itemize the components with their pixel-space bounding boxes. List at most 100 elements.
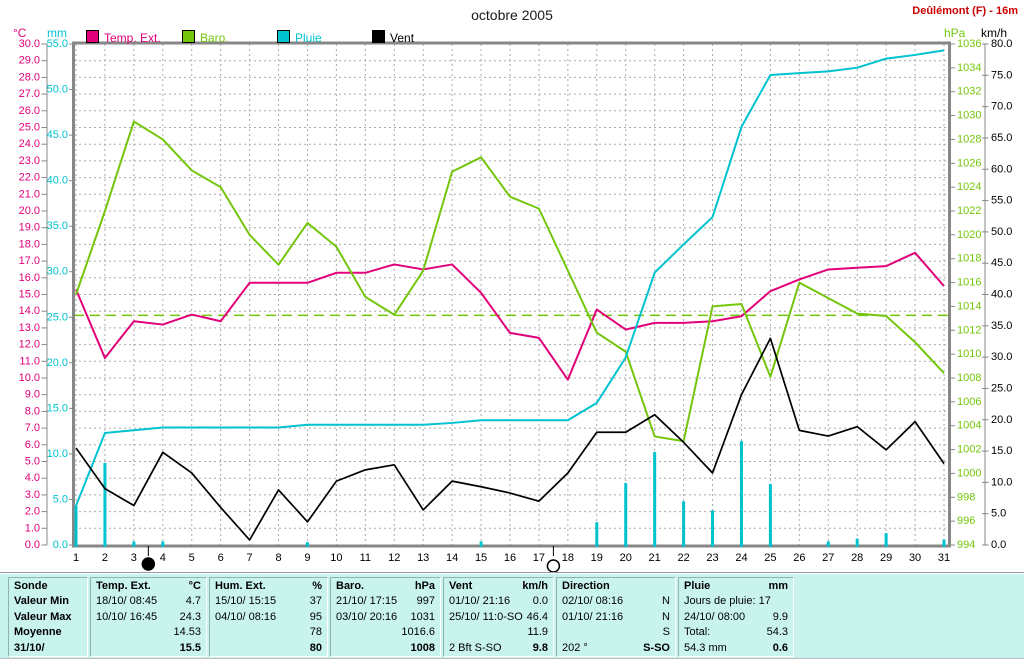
kmh-tick-label: 15.0 (991, 445, 1012, 457)
summary-col-direction: Direction 02/10/ 08:16 N 01/10/ 21:16 N S 202 … (556, 577, 676, 657)
celsius-tick-label: 18.0 (19, 238, 40, 250)
kmh-tick-label: 50.0 (991, 226, 1012, 238)
table-cell: 0.0 (532, 595, 548, 608)
rain-bar-day-20 (624, 483, 628, 547)
hpa-tick-label: 996 (957, 515, 975, 527)
table-cell: N (662, 610, 670, 623)
table-cell: km/h (522, 580, 548, 592)
summary-col-pluie: Pluie mm Jours de pluie: 17 24/10/ 08:00 9.9… (678, 577, 794, 657)
x-label-day-25: 25 (764, 552, 776, 564)
summary-col-baro-: Baro. hPa 21/10/ 17:15 997 03/10/ 20:16 1031 1… (330, 577, 441, 657)
table-cell: 15.5 (179, 641, 201, 654)
rain-bar-day-22 (682, 501, 686, 547)
table-cell: Hum. Ext. (215, 580, 266, 592)
table-data-row: 1008 (336, 641, 435, 656)
celsius-tick-label: 21.0 (19, 188, 40, 200)
hpa-tick-label: 1018 (957, 253, 981, 265)
kmh-tick-label: 75.0 (991, 69, 1012, 81)
chart-title: octobre 2005 (471, 7, 553, 23)
hpa-tick-label: 1028 (957, 133, 981, 145)
hpa-tick-label: 1026 (957, 157, 981, 169)
table-cell: 4.7 (185, 595, 201, 608)
legend-item-4: Vent (372, 30, 415, 45)
rain-bar-day-1 (74, 505, 78, 547)
celsius-tick-label: 10.0 (19, 372, 40, 384)
table-cell: 9.8 (532, 641, 548, 654)
celsius-tick-label: 5.0 (25, 456, 40, 468)
celsius-tick-label: 26.0 (19, 105, 40, 117)
hpa-tick-label: 1012 (957, 324, 981, 336)
table-header-row: Temp. Ext. °C (96, 579, 201, 594)
celsius-tick-label: 23.0 (19, 155, 40, 167)
mm-tick-label: 20.0 (47, 357, 68, 369)
table-data-row: 04/10/ 08:16 95 (215, 610, 322, 625)
rain-bar-day-9 (305, 542, 309, 547)
weather-chart-plot: 0.01.02.03.04.05.06.07.08.09.010.011.012… (19, 38, 1012, 572)
mm-tick-label: 5.0 (53, 493, 68, 505)
table-cell: Baro. (336, 580, 365, 592)
celsius-tick-label: 22.0 (19, 172, 40, 184)
table-data-row: 01/10/ 21:16 N (562, 610, 670, 625)
table-cell: 997 (416, 595, 435, 608)
table-cell: N (662, 595, 670, 608)
mm-tick-label: 35.0 (47, 220, 68, 232)
x-label-day-10: 10 (330, 552, 342, 564)
axis-unit-celsius: °C (13, 26, 27, 40)
table-cell: 95 (309, 610, 322, 623)
table-data-row: Total: 54.3 (684, 625, 788, 640)
kmh-tick-label: 35.0 (991, 320, 1012, 332)
table-header-row: Direction (562, 579, 670, 594)
legend-label: Vent (390, 31, 415, 45)
celsius-tick-label: 30.0 (19, 38, 40, 50)
legend-label: Temp. Ext. (104, 31, 161, 45)
celsius-tick-label: 15.0 (19, 289, 40, 301)
celsius-tick-label: 27.0 (19, 88, 40, 100)
x-label-day-31: 31 (938, 552, 950, 564)
table-cell: 54.3 (766, 626, 788, 639)
celsius-tick-label: 17.0 (19, 255, 40, 267)
table-cell: 1031 (410, 610, 435, 623)
table-cell: Total: (684, 626, 711, 639)
table-data-row: 15.5 (96, 641, 201, 656)
celsius-tick-label: 7.0 (25, 422, 40, 434)
celsius-tick-label: 14.0 (19, 305, 40, 317)
x-label-day-24: 24 (735, 552, 747, 564)
legend-item-2: Baro. (182, 30, 229, 45)
x-label-day-3: 3 (131, 552, 137, 564)
hpa-tick-label: 1020 (957, 229, 981, 241)
hpa-tick-label: 1002 (957, 444, 981, 456)
celsius-tick-label: 9.0 (25, 389, 40, 401)
table-cell: °C (188, 580, 201, 592)
mm-tick-label: 30.0 (47, 266, 68, 278)
table-cell: 03/10/ 20:16 (336, 610, 398, 623)
table-cell: 1008 (410, 641, 435, 654)
mm-tick-label: 40.0 (47, 175, 68, 187)
axis-unit-mm: mm (47, 26, 67, 40)
table-cell: 1016.6 (401, 626, 435, 639)
axis-unit-hpa: hPa (944, 26, 966, 40)
kmh-tick-label: 5.0 (991, 508, 1006, 520)
table-cell: Valeur Min (14, 595, 70, 608)
table-data-row: 202 ° S-SO (562, 641, 670, 656)
kmh-tick-label: 80.0 (991, 38, 1012, 50)
series-line-temp-ext- (75, 251, 945, 381)
table-cell: 11.9 (527, 626, 548, 639)
table-data-row: 2 Bft S-SO 9.8 (449, 641, 548, 656)
series-line-baro- (75, 120, 945, 443)
x-label-day-30: 30 (909, 552, 921, 564)
table-data-row: 1016.6 (336, 625, 435, 640)
rain-bar-day-27 (826, 541, 830, 547)
x-label-day-18: 18 (562, 552, 574, 564)
table-cell: 21/10/ 17:15 (336, 595, 398, 608)
kmh-tick-label: 25.0 (991, 382, 1012, 394)
mm-tick-label: 25.0 (47, 311, 68, 323)
table-data-row: 02/10/ 08:16 N (562, 594, 670, 609)
table-data-row: 14.53 (96, 625, 201, 640)
hpa-tick-label: 1006 (957, 396, 981, 408)
axis-unit-kmh: km/h (981, 26, 1008, 40)
celsius-tick-label: 29.0 (19, 55, 40, 67)
x-label-day-12: 12 (388, 552, 400, 564)
rain-bar-day-15 (479, 541, 483, 547)
summary-col-vent: Vent km/h 01/10/ 21:16 0.0 25/10/ 11:0-SO 46.… (443, 577, 554, 657)
celsius-tick-label: 13.0 (19, 322, 40, 334)
